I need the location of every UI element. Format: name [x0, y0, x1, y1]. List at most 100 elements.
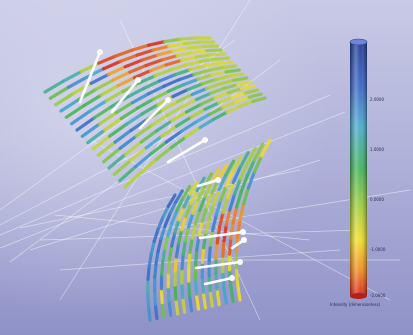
color-scale: 2.0000 1.0000 0.0000 -1.0000 -2.0000 Int… — [330, 38, 386, 307]
surface-band-segment — [186, 82, 204, 92]
surface-band-segment — [231, 166, 242, 185]
surface-band-segment — [167, 299, 173, 317]
surface-band-segment — [187, 211, 195, 229]
surface-band-segment — [187, 250, 192, 269]
surface-band-segment — [91, 134, 112, 151]
surface-band-segment — [166, 83, 186, 93]
arrow-head — [240, 229, 246, 235]
surface-band-segment — [226, 87, 243, 95]
light-ray — [9, 59, 281, 263]
surface-band-segment — [168, 200, 178, 216]
surface-band-segment — [189, 189, 199, 206]
surface-band-segment — [80, 122, 102, 138]
surface-band-segment — [235, 80, 252, 87]
color-scale-base — [350, 293, 367, 299]
surface-band-segment — [231, 205, 239, 225]
surface-band-segment — [179, 55, 198, 63]
light-ray — [19, 169, 301, 229]
surface-band-segment — [164, 130, 183, 144]
surface-band-segment — [92, 105, 113, 120]
surface-band-segment — [245, 158, 256, 178]
arrow-shaft — [138, 98, 170, 130]
surface-band-segment — [234, 266, 240, 286]
surface-band-segment — [229, 221, 235, 240]
surface-band-segment — [135, 48, 155, 57]
surface-band-segment — [205, 48, 223, 53]
surface-band-segment — [245, 146, 257, 166]
surface-band-segment — [169, 135, 188, 150]
surface-band-segment — [175, 196, 185, 213]
surface-band-segment — [183, 59, 202, 67]
surface-band-segment — [193, 208, 202, 226]
surface-band-segment — [54, 91, 76, 107]
arrow-head — [97, 49, 103, 55]
surface-band-segment — [86, 128, 107, 145]
surface-band-segment — [208, 86, 226, 95]
surface-band-segment — [198, 57, 217, 64]
surface-band-segment — [146, 304, 152, 322]
surface-band-segment — [203, 181, 213, 199]
surface-band-segment — [190, 222, 198, 240]
surface-band-segment — [177, 72, 196, 82]
surface-band-segment — [142, 79, 162, 91]
surface-band-segment — [149, 140, 168, 156]
surface-band-segment — [147, 39, 167, 47]
surface-band-segment — [70, 110, 91, 126]
surface-band-segment — [156, 236, 163, 253]
surface-band-segment — [174, 241, 181, 259]
scale-tick-label: -1.0000 — [370, 247, 386, 252]
surface-band-segment — [181, 184, 192, 200]
surface-band-segment — [177, 228, 184, 245]
surface-band-segment — [134, 123, 154, 138]
surface-band-segment — [173, 218, 181, 235]
light-ray — [0, 119, 201, 226]
surface-band-segment — [224, 68, 241, 74]
surface-band-segment — [228, 72, 245, 78]
surface-band-segment — [128, 146, 148, 163]
surface-band-segment — [160, 54, 179, 62]
surface-band-segment — [132, 69, 153, 80]
surface-band-segment — [234, 95, 251, 104]
surface-band-segment — [174, 189, 184, 204]
surface-band-segment — [134, 152, 153, 169]
arrow-head — [135, 77, 141, 83]
surface-band-segment — [140, 102, 160, 116]
surface-band-segment — [144, 58, 164, 68]
surface-band-segment — [159, 124, 179, 138]
surface-band-segment — [101, 59, 123, 71]
surface-band-segment — [219, 184, 228, 203]
surface-band-segment — [130, 92, 151, 105]
surface-band-segment — [164, 58, 183, 67]
surface-band-segment — [208, 289, 214, 308]
surface-band-segment — [173, 255, 178, 273]
surface-band-segment — [162, 78, 181, 88]
surface-band-segment — [99, 84, 120, 97]
surface-band-segment — [181, 296, 187, 314]
surface-band-segment — [188, 236, 194, 254]
surface-band-segment — [151, 44, 171, 52]
surface-band-segment — [188, 294, 194, 313]
surface-band-segment — [202, 231, 208, 250]
surface-band-segment — [226, 180, 235, 200]
surface-band-segment — [230, 91, 247, 99]
surface-band-segment — [217, 173, 228, 192]
surface-band-segment — [192, 68, 210, 77]
surface-band-segment — [163, 37, 182, 44]
surface-band-segment — [97, 54, 118, 65]
surface-band-segment — [154, 146, 173, 162]
surface-band-segment — [146, 84, 166, 96]
surface-band-segment — [163, 212, 172, 228]
surface-band-segment — [150, 113, 169, 127]
surface-band-segment — [222, 82, 240, 90]
surface-band-segment — [177, 205, 186, 222]
surface-band-segment — [188, 180, 199, 197]
surface-band-segment — [147, 252, 153, 268]
surface-band-segment — [214, 199, 223, 218]
surface-band-segment — [182, 193, 192, 209]
surface-band-segment — [61, 69, 83, 83]
scale-tick-label: 0.0000 — [370, 197, 384, 202]
surface-band-segment — [214, 74, 232, 82]
surface-band-segment — [75, 116, 96, 132]
